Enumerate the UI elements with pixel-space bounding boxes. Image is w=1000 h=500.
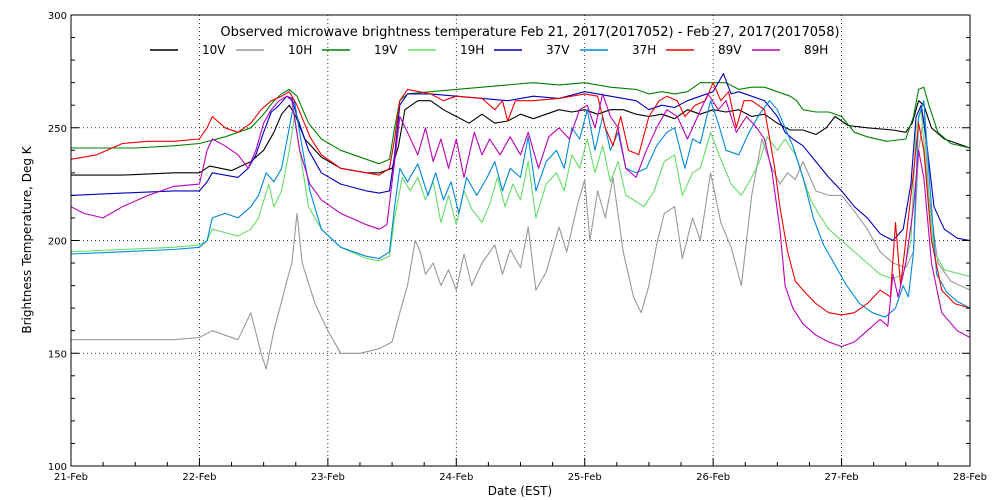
y-tick-label: 300 [48, 11, 67, 22]
x-axis-ticks: 21-Feb 22-Feb 23-Feb 24-Feb 25-Feb 26-Feb 27-F… [54, 458, 987, 483]
series-line-19h [70, 109, 971, 280]
series-line-89h [70, 93, 971, 348]
series-line-37h [70, 100, 971, 318]
legend-label-37v: 37V [546, 43, 570, 57]
chart-title: Observed microwave brightness temperatur… [220, 25, 839, 40]
y-tick-label: 250 [48, 124, 67, 135]
legend-label-89h: 89H [804, 43, 828, 57]
series-lines [70, 73, 971, 370]
x-tick-label: 26-Feb [696, 472, 730, 483]
y-tick-label: 100 [48, 462, 67, 473]
y-tick-label: 200 [48, 237, 67, 248]
series-line-10h [71, 115, 971, 370]
series-line-10v [71, 100, 971, 176]
legend-label-37h: 37H [632, 43, 656, 57]
legend: 10V 10H 19V 19H 37V 37H 89V 89H [150, 43, 828, 57]
x-tick-label: 21-Feb [54, 472, 88, 483]
x-tick-label: 23-Feb [311, 472, 345, 483]
legend-label-19h: 19H [460, 43, 484, 57]
series-line-19v [71, 82, 971, 165]
x-tick-label: 25-Feb [568, 472, 602, 483]
y-axis-ticks: 100 150 200 250 300 [48, 11, 970, 473]
series-line-89v [70, 82, 971, 316]
legend-label-19v: 19V [374, 43, 398, 57]
legend-label-10v: 10V [202, 43, 226, 57]
legend-label-10h: 10H [288, 43, 312, 57]
series-line-37v [70, 73, 971, 242]
x-tick-label: 22-Feb [182, 472, 216, 483]
x-tick-label: 24-Feb [439, 472, 473, 483]
y-tick-label: 150 [48, 349, 67, 360]
x-tick-label: 28-Feb [953, 472, 987, 483]
legend-label-89v: 89V [718, 43, 742, 57]
x-tick-label: 27-Feb [825, 472, 859, 483]
grid [71, 15, 970, 466]
y-axis-label: Brightness Temperature, Deg K [20, 145, 34, 333]
x-axis-label: Date (EST) [488, 484, 552, 498]
